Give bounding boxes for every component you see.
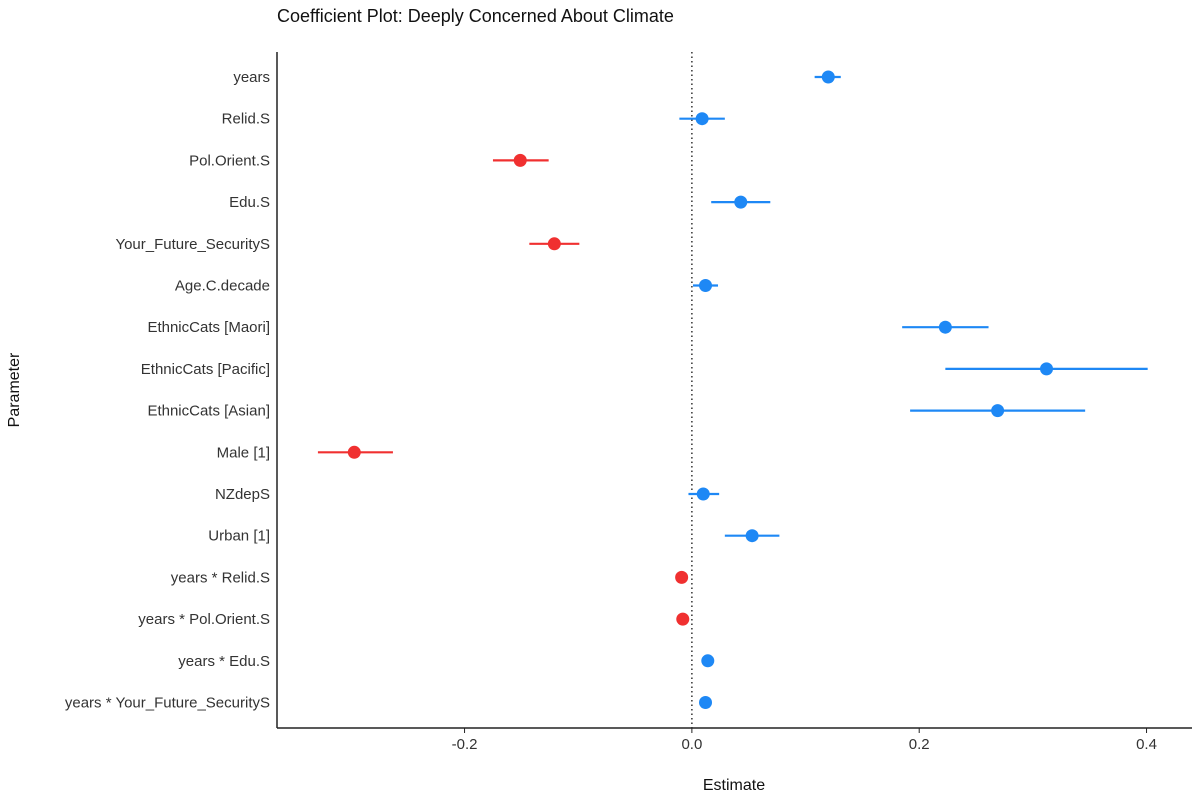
parameter-label: years * Pol.Orient.S <box>138 611 270 628</box>
parameter-label: EthnicCats [Asian] <box>147 403 270 420</box>
plot-area: -0.2 0.0 0.2 0.4 years Relid.S Pol.Orient.S Edu… <box>65 52 1192 753</box>
estimate-point <box>991 404 1005 418</box>
x-tick-label: 0.2 <box>909 736 930 753</box>
estimate-point <box>695 112 709 126</box>
estimate-point <box>938 320 952 334</box>
estimate-point <box>676 612 690 626</box>
x-axis-label: Estimate <box>703 777 765 794</box>
estimate-point <box>701 654 715 668</box>
estimate-point <box>1040 362 1054 376</box>
estimate-point <box>347 445 361 459</box>
estimate-point <box>821 70 835 84</box>
chart-title: Coefficient Plot: Deeply Concerned About… <box>277 6 674 26</box>
parameter-label: EthnicCats [Pacific] <box>141 361 270 378</box>
x-tick-label: 0.4 <box>1136 736 1157 753</box>
parameter-label: Urban [1] <box>208 528 270 545</box>
estimate-point <box>699 696 713 709</box>
parameter-label: Age.C.decade <box>175 278 270 295</box>
parameter-label: NZdepS <box>215 486 270 503</box>
parameter-label: Your_Future_SecurityS <box>115 236 270 253</box>
parameter-label: Edu.S <box>229 194 270 211</box>
estimate-point <box>675 570 689 584</box>
parameter-label: Relid.S <box>222 111 270 128</box>
parameter-label: EthnicCats [Maori] <box>147 319 270 336</box>
x-tick-label: -0.2 <box>452 736 478 753</box>
parameter-label: Male [1] <box>217 444 270 461</box>
estimate-point <box>547 237 561 251</box>
estimate-point <box>745 529 759 543</box>
parameter-label: years * Edu.S <box>178 653 270 670</box>
estimate-point <box>734 195 748 209</box>
parameter-label: years * Your_Future_SecurityS <box>65 695 270 712</box>
estimate-point <box>513 153 527 167</box>
estimate-point <box>696 487 710 501</box>
y-axis-label: Parameter <box>6 352 23 427</box>
parameter-label: years <box>233 69 270 86</box>
estimate-point <box>699 279 713 292</box>
parameter-label: Pol.Orient.S <box>189 152 270 169</box>
parameter-label: years * Relid.S <box>171 569 270 586</box>
x-tick-label: 0.0 <box>681 736 702 753</box>
